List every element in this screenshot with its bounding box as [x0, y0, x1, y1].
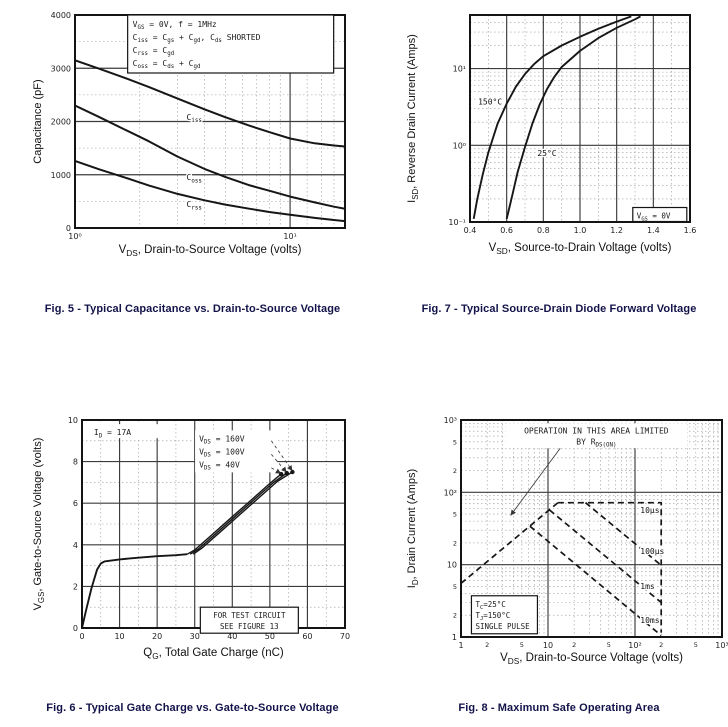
svg-text:1: 1	[458, 641, 463, 650]
svg-text:4000: 4000	[51, 11, 71, 20]
svg-text:6: 6	[73, 499, 78, 508]
svg-text:VSD, Source-to-Drain Voltage (: VSD, Source-to-Drain Voltage (volts)	[489, 242, 672, 256]
svg-text:10³: 10³	[715, 641, 728, 650]
svg-text:1.0: 1.0	[574, 226, 587, 235]
svg-text:1000: 1000	[51, 171, 71, 180]
svg-text:10²: 10²	[628, 641, 641, 650]
figure-caption-fig6: Fig. 6 - Typical Gate Charge vs. Gate-to…	[46, 702, 339, 714]
figure-safe-operating-area: 1 10 10² 10³ 2 5 2 5 2 5 1 10 10² 10³ 2 5 2 5 2 5 VDS, Drain…	[390, 400, 728, 727]
figure-caption-fig8: Fig. 8 - Maximum Safe Operating Area	[458, 702, 660, 714]
svg-text:5: 5	[694, 641, 698, 649]
svg-text:TC=25°C: TC=25°C	[475, 600, 505, 611]
svg-text:0.4: 0.4	[464, 226, 477, 235]
svg-text:1.6: 1.6	[684, 226, 697, 235]
svg-text:VGS, Gate-to-Source Voltage (v: VGS, Gate-to-Source Voltage (volts)	[32, 438, 46, 611]
svg-text:2: 2	[485, 641, 489, 649]
svg-text:0: 0	[66, 224, 71, 233]
svg-text:TJ=150°C: TJ=150°C	[475, 611, 510, 622]
svg-text:2: 2	[572, 641, 576, 649]
svg-text:10ms: 10ms	[640, 616, 659, 625]
svg-text:3000: 3000	[51, 64, 71, 73]
svg-text:150°C: 150°C	[478, 98, 502, 107]
svg-text:8: 8	[73, 458, 78, 467]
gate-charge-chart: 0 10 20 30 40 50 60 70 0 2 4 6 8 10 QG, Total Gate Cha…	[28, 406, 362, 674]
svg-text:VDS = 160V: VDS = 160V	[199, 434, 245, 445]
svg-text:10¹: 10¹	[283, 232, 296, 241]
svg-text:OPERATION IN THIS AREA LIMITED: OPERATION IN THIS AREA LIMITED	[524, 426, 669, 435]
soa-chart: 1 10 10² 10³ 2 5 2 5 2 5 1 10 10² 10³ 2 5 2 5 2 5 VDS, Drain…	[403, 406, 728, 676]
svg-text:10³: 10³	[444, 416, 457, 425]
svg-text:2: 2	[453, 467, 457, 475]
svg-text:ISD, Reverse Drain Current (Am: ISD, Reverse Drain Current (Amps)	[406, 34, 420, 203]
svg-text:25°C: 25°C	[537, 149, 556, 158]
figure-caption-fig5: Fig. 5 - Typical Capacitance vs. Drain-t…	[44, 303, 341, 315]
svg-text:2: 2	[453, 539, 457, 547]
svg-text:Coss = Cds + Cgd: Coss = Cds + Cgd	[133, 59, 201, 70]
svg-text:Crss = Cgd: Crss = Cgd	[133, 46, 175, 57]
svg-text:2000: 2000	[51, 118, 71, 127]
svg-text:Ciss: Ciss	[187, 113, 202, 124]
svg-text:Crss: Crss	[187, 200, 202, 211]
svg-text:2: 2	[659, 641, 663, 649]
svg-text:50: 50	[265, 632, 275, 641]
svg-text:2: 2	[453, 612, 457, 620]
svg-text:BY RDS(ON): BY RDS(ON)	[576, 437, 616, 448]
svg-text:5: 5	[453, 438, 457, 446]
svg-text:VGS = 0V: VGS = 0V	[637, 212, 671, 223]
figure-capacitance: 10⁰ 10¹ 0 1000 2000 3000 4000 VDS, Drain-to-Sou…	[20, 6, 365, 322]
svg-text:10⁰: 10⁰	[453, 141, 466, 150]
svg-text:2: 2	[73, 582, 78, 591]
svg-text:VDS, Drain-to-Source Voltage (: VDS, Drain-to-Source Voltage (volts)	[119, 244, 302, 258]
svg-text:Ciss = Cgs + Cgd, Cds SHORTED: Ciss = Cgs + Cgd, Cds SHORTED	[133, 33, 261, 44]
svg-text:10⁰: 10⁰	[68, 232, 81, 241]
svg-text:5: 5	[520, 641, 524, 649]
svg-text:0: 0	[79, 632, 84, 641]
svg-text:10²: 10²	[444, 488, 457, 497]
svg-text:Coss: Coss	[187, 173, 202, 184]
svg-text:VDS = 40V: VDS = 40V	[199, 460, 240, 471]
svg-text:10: 10	[68, 416, 78, 425]
svg-text:ID, Drain Current (Amps): ID, Drain Current (Amps)	[406, 469, 420, 588]
svg-text:30: 30	[190, 632, 200, 641]
svg-text:10: 10	[543, 641, 553, 650]
figure-gate-charge: 0 10 20 30 40 50 60 70 0 2 4 6 8 10 QG, Total Gate Cha…	[20, 400, 365, 727]
svg-text:4: 4	[73, 541, 78, 550]
svg-text:20: 20	[152, 632, 162, 641]
svg-text:SINGLE PULSE: SINGLE PULSE	[475, 622, 530, 631]
figure-caption-fig7: Fig. 7 - Typical Source-Drain Diode Forw…	[421, 303, 697, 315]
figure-diode-forward-voltage: 0.4 0.6 0.8 1.0 1.2 1.4 1.6 10⁻¹ 10⁰ 10¹ VSD, Sour…	[390, 6, 728, 322]
svg-text:ID = 17A: ID = 17A	[94, 428, 131, 439]
svg-text:70: 70	[340, 632, 350, 641]
source-drain-diode-chart: 0.4 0.6 0.8 1.0 1.2 1.4 1.6 10⁻¹ 10⁰ 10¹ VSD, Sour…	[403, 6, 703, 266]
svg-text:1ms: 1ms	[640, 582, 655, 591]
svg-text:1: 1	[452, 633, 457, 642]
svg-text:10: 10	[447, 561, 457, 570]
svg-text:10⁻¹: 10⁻¹	[448, 218, 466, 227]
svg-text:1.2: 1.2	[610, 226, 623, 235]
svg-text:QG, Total Gate Charge (nC): QG, Total Gate Charge (nC)	[143, 647, 284, 661]
svg-text:FOR TEST CIRCUIT: FOR TEST CIRCUIT	[213, 611, 286, 620]
svg-text:100µs: 100µs	[640, 547, 664, 556]
svg-text:VDS, Drain-to-Source Voltage (: VDS, Drain-to-Source Voltage (volts)	[500, 652, 683, 666]
svg-text:60: 60	[302, 632, 312, 641]
svg-text:SEE FIGURE 13: SEE FIGURE 13	[220, 622, 279, 631]
svg-text:10: 10	[114, 632, 124, 641]
svg-text:0: 0	[73, 624, 78, 633]
svg-text:VDS = 100V: VDS = 100V	[199, 447, 245, 458]
svg-text:40: 40	[227, 632, 237, 641]
svg-text:1.4: 1.4	[647, 226, 660, 235]
svg-text:10µs: 10µs	[640, 506, 659, 515]
svg-text:VGS = 0V, f = 1MHz: VGS = 0V, f = 1MHz	[133, 20, 217, 31]
capacitance-vs-vds-chart: 10⁰ 10¹ 0 1000 2000 3000 4000 VDS, Drain-to-Sou…	[28, 6, 362, 266]
svg-text:5: 5	[453, 583, 457, 591]
svg-text:0.8: 0.8	[537, 226, 550, 235]
svg-text:Capacitance (pF): Capacitance (pF)	[32, 79, 44, 163]
svg-text:0.6: 0.6	[500, 226, 513, 235]
svg-text:10¹: 10¹	[453, 65, 466, 74]
svg-text:5: 5	[607, 641, 611, 649]
svg-text:5: 5	[453, 511, 457, 519]
